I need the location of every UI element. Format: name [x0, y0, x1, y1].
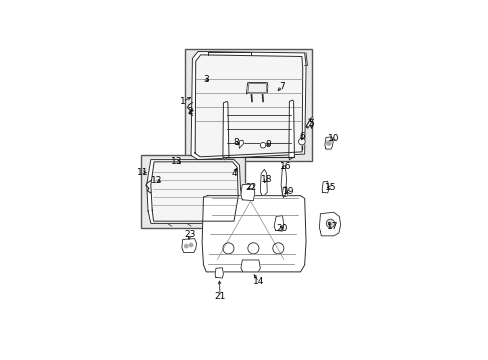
Text: 19: 19: [283, 187, 294, 196]
Circle shape: [189, 243, 192, 247]
Polygon shape: [282, 187, 287, 197]
Text: 23: 23: [183, 230, 195, 239]
Polygon shape: [223, 102, 228, 159]
Circle shape: [184, 244, 187, 248]
Bar: [185, 49, 311, 161]
Polygon shape: [260, 169, 267, 195]
Text: 10: 10: [327, 134, 339, 143]
Circle shape: [260, 143, 265, 148]
Text: 6: 6: [298, 131, 304, 140]
Polygon shape: [194, 55, 302, 157]
Text: 8: 8: [233, 139, 239, 148]
Text: 21: 21: [214, 292, 225, 301]
Circle shape: [272, 243, 284, 254]
Polygon shape: [191, 51, 305, 159]
Text: 5: 5: [308, 119, 314, 128]
Polygon shape: [281, 166, 286, 195]
Polygon shape: [150, 162, 238, 221]
Text: 13: 13: [171, 157, 183, 166]
Text: 14: 14: [253, 277, 264, 286]
Polygon shape: [274, 216, 284, 231]
Text: 12: 12: [150, 176, 162, 185]
Text: 18: 18: [261, 175, 272, 184]
Bar: [141, 156, 244, 228]
Polygon shape: [202, 195, 305, 272]
Text: 9: 9: [265, 140, 271, 149]
Polygon shape: [247, 84, 266, 93]
Polygon shape: [324, 137, 332, 149]
Circle shape: [247, 243, 259, 254]
Polygon shape: [182, 239, 196, 252]
Text: 11: 11: [137, 168, 148, 177]
Text: 4: 4: [231, 169, 236, 178]
Polygon shape: [215, 268, 223, 278]
Circle shape: [326, 141, 330, 145]
Polygon shape: [241, 184, 254, 201]
Text: 1: 1: [180, 97, 185, 106]
Text: 17: 17: [326, 222, 337, 231]
Polygon shape: [241, 260, 260, 272]
Polygon shape: [288, 100, 294, 159]
Circle shape: [223, 243, 233, 254]
Polygon shape: [322, 181, 328, 193]
Text: 3: 3: [203, 75, 209, 84]
Text: 16: 16: [279, 162, 290, 171]
Circle shape: [325, 219, 334, 228]
Polygon shape: [239, 140, 243, 148]
Text: 22: 22: [244, 183, 256, 192]
Text: 7: 7: [279, 82, 285, 91]
Text: 20: 20: [276, 224, 287, 233]
Text: 15: 15: [325, 183, 336, 192]
Polygon shape: [146, 159, 241, 223]
Polygon shape: [246, 82, 267, 94]
Text: 2: 2: [187, 107, 193, 116]
Circle shape: [298, 138, 305, 145]
Polygon shape: [319, 212, 340, 236]
